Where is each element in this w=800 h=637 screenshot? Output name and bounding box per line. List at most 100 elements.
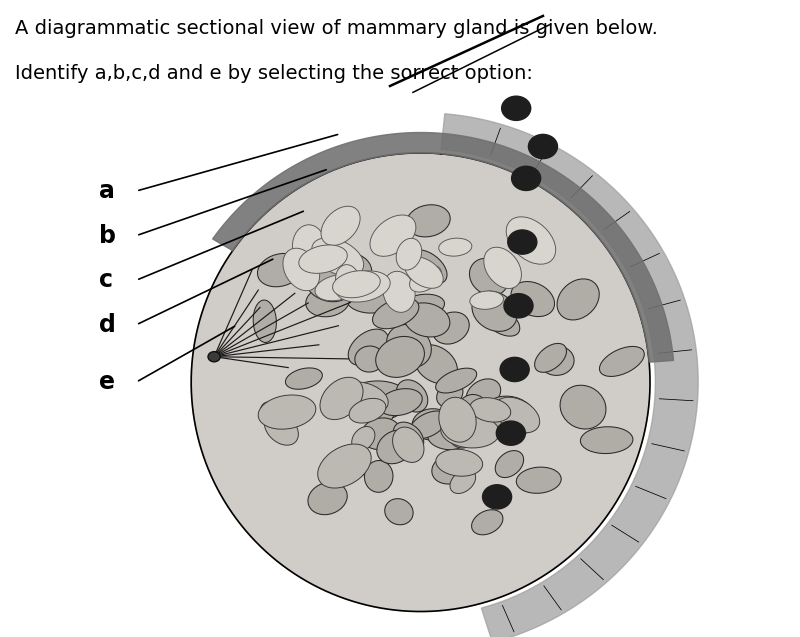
- Ellipse shape: [369, 387, 396, 426]
- Ellipse shape: [482, 306, 520, 336]
- Ellipse shape: [286, 368, 322, 389]
- Circle shape: [496, 421, 526, 445]
- Ellipse shape: [494, 397, 540, 433]
- Ellipse shape: [470, 291, 503, 310]
- Ellipse shape: [293, 225, 326, 268]
- Ellipse shape: [283, 248, 320, 290]
- Circle shape: [502, 96, 530, 120]
- Ellipse shape: [483, 396, 536, 436]
- Ellipse shape: [599, 347, 644, 376]
- Text: d: d: [99, 313, 116, 337]
- Ellipse shape: [471, 510, 503, 535]
- Ellipse shape: [383, 271, 415, 312]
- Text: e: e: [99, 370, 115, 394]
- Ellipse shape: [346, 287, 392, 313]
- Ellipse shape: [437, 382, 463, 407]
- Ellipse shape: [318, 444, 371, 488]
- Ellipse shape: [305, 262, 354, 302]
- Circle shape: [500, 357, 529, 382]
- Ellipse shape: [260, 401, 296, 434]
- Circle shape: [482, 485, 512, 509]
- Ellipse shape: [441, 414, 499, 448]
- Ellipse shape: [581, 427, 633, 454]
- Text: c: c: [99, 268, 114, 292]
- Ellipse shape: [208, 352, 220, 362]
- Ellipse shape: [393, 427, 424, 462]
- Ellipse shape: [352, 427, 375, 451]
- Ellipse shape: [438, 238, 472, 256]
- Ellipse shape: [448, 422, 473, 448]
- Circle shape: [512, 166, 541, 190]
- Text: b: b: [99, 224, 117, 248]
- Ellipse shape: [397, 380, 428, 412]
- Ellipse shape: [327, 253, 372, 290]
- Polygon shape: [213, 132, 674, 362]
- Ellipse shape: [484, 247, 522, 289]
- Ellipse shape: [312, 238, 364, 276]
- Ellipse shape: [458, 394, 488, 424]
- Ellipse shape: [377, 430, 414, 464]
- Ellipse shape: [450, 469, 476, 494]
- Ellipse shape: [258, 395, 316, 429]
- Ellipse shape: [409, 250, 447, 284]
- Text: A diagrammatic sectional view of mammary gland is given below.: A diagrammatic sectional view of mammary…: [15, 19, 658, 38]
- Ellipse shape: [254, 300, 276, 343]
- Ellipse shape: [470, 259, 508, 296]
- Ellipse shape: [306, 286, 350, 317]
- Ellipse shape: [378, 389, 422, 415]
- Ellipse shape: [436, 368, 477, 393]
- Polygon shape: [441, 114, 698, 637]
- Ellipse shape: [355, 346, 384, 372]
- Ellipse shape: [511, 282, 554, 317]
- Ellipse shape: [406, 204, 450, 237]
- Ellipse shape: [534, 343, 566, 373]
- Ellipse shape: [361, 418, 401, 450]
- Ellipse shape: [336, 271, 390, 302]
- Ellipse shape: [298, 245, 347, 273]
- Ellipse shape: [432, 452, 472, 484]
- Ellipse shape: [370, 215, 416, 256]
- Circle shape: [529, 134, 558, 159]
- Text: Identify a,b,c,d and e by selecting the sorrect option:: Identify a,b,c,d and e by selecting the …: [15, 64, 533, 83]
- Ellipse shape: [386, 324, 431, 368]
- Ellipse shape: [506, 217, 556, 264]
- Ellipse shape: [373, 298, 419, 329]
- Ellipse shape: [321, 206, 360, 245]
- Ellipse shape: [516, 467, 561, 493]
- Ellipse shape: [466, 379, 501, 410]
- Ellipse shape: [376, 336, 425, 377]
- Ellipse shape: [320, 377, 363, 420]
- Ellipse shape: [338, 382, 388, 414]
- Ellipse shape: [349, 398, 386, 423]
- Ellipse shape: [348, 329, 388, 366]
- Ellipse shape: [539, 346, 574, 375]
- Ellipse shape: [436, 449, 482, 476]
- Ellipse shape: [315, 275, 360, 301]
- Ellipse shape: [472, 291, 517, 331]
- Ellipse shape: [404, 303, 450, 337]
- Polygon shape: [191, 153, 650, 612]
- Ellipse shape: [396, 238, 422, 270]
- Ellipse shape: [398, 294, 445, 319]
- Ellipse shape: [560, 385, 606, 429]
- Ellipse shape: [372, 390, 404, 419]
- Ellipse shape: [410, 411, 447, 439]
- Ellipse shape: [308, 482, 347, 515]
- Ellipse shape: [258, 254, 302, 287]
- Ellipse shape: [428, 426, 467, 450]
- Ellipse shape: [354, 381, 403, 402]
- Ellipse shape: [333, 271, 380, 297]
- Ellipse shape: [470, 397, 510, 422]
- Ellipse shape: [412, 409, 453, 440]
- Ellipse shape: [264, 412, 298, 445]
- Ellipse shape: [365, 461, 393, 492]
- Ellipse shape: [405, 257, 443, 289]
- Circle shape: [508, 230, 537, 254]
- Circle shape: [504, 294, 533, 318]
- Ellipse shape: [335, 264, 359, 296]
- Ellipse shape: [394, 422, 424, 452]
- Text: a: a: [99, 179, 115, 203]
- Ellipse shape: [414, 345, 458, 383]
- Ellipse shape: [433, 312, 470, 344]
- Ellipse shape: [557, 279, 599, 320]
